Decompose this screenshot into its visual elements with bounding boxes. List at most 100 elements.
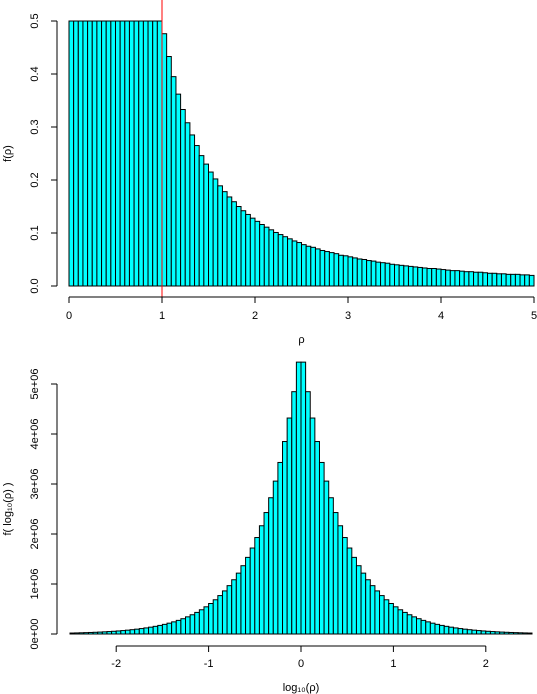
bar: [305, 245, 312, 287]
y-tick-label: 0.1: [29, 225, 41, 240]
bar: [277, 234, 284, 287]
bar: [406, 614, 413, 635]
bar: [514, 273, 521, 287]
bar: [217, 185, 223, 287]
bar: [231, 579, 237, 635]
bar: [111, 630, 117, 635]
bar: [96, 20, 103, 287]
bar: [508, 631, 515, 635]
bar: [426, 268, 433, 287]
bar: [129, 629, 136, 635]
bar: [231, 201, 237, 287]
bar: [314, 248, 321, 287]
bar: [398, 264, 405, 287]
y-axis-label: f( log₁₀(ρ) ): [2, 482, 14, 535]
bar: [212, 599, 219, 635]
bar: [286, 417, 293, 635]
bar: [189, 614, 196, 635]
y-axis-label: f(ρ): [2, 145, 14, 162]
bar: [194, 145, 200, 287]
bar: [468, 271, 475, 287]
bar: [370, 260, 377, 287]
bar: [416, 618, 422, 635]
bar: [152, 20, 158, 287]
bar: [394, 264, 400, 287]
bar: [175, 93, 182, 287]
x-tick-label: 0: [66, 310, 72, 322]
bar: [208, 171, 214, 287]
bar: [489, 631, 496, 635]
bar: [91, 20, 98, 287]
bar: [491, 272, 498, 287]
bar: [411, 616, 418, 635]
bar: [300, 361, 307, 635]
bar: [152, 625, 159, 635]
bar: [310, 246, 316, 287]
y-tick-label: 0.3: [29, 119, 41, 134]
bar: [221, 191, 228, 287]
bar: [235, 206, 242, 287]
bar: [403, 265, 409, 287]
bar: [524, 274, 530, 287]
bar: [346, 547, 353, 635]
bar: [439, 624, 445, 635]
bar: [337, 525, 344, 635]
bar: [69, 632, 76, 635]
bar: [101, 631, 108, 635]
bar: [184, 122, 191, 287]
bar: [482, 272, 489, 287]
bar: [101, 20, 107, 287]
bar: [148, 626, 154, 635]
bar: [528, 274, 535, 287]
bar: [287, 238, 293, 287]
bar: [463, 271, 470, 287]
bar: [77, 20, 84, 287]
bar: [180, 618, 187, 635]
bar: [170, 76, 177, 287]
bar: [429, 622, 436, 635]
bar: [459, 270, 465, 287]
bar: [198, 155, 205, 287]
bar: [245, 213, 251, 287]
bar: [254, 537, 260, 635]
bar: [417, 266, 423, 287]
x-tick-label: 0: [298, 658, 304, 670]
bar: [389, 263, 396, 287]
bar: [175, 619, 182, 635]
bar: [282, 236, 289, 287]
bar: [369, 585, 376, 635]
bar: [445, 269, 451, 287]
bar: [74, 632, 80, 635]
bar: [147, 20, 154, 287]
bar: [301, 244, 307, 287]
y-tick-label: 0e+00: [29, 619, 41, 650]
bar: [309, 417, 316, 635]
bar: [291, 391, 297, 635]
x-axis-label: log₁₀(ρ): [283, 682, 320, 694]
bar: [375, 261, 382, 287]
bar: [519, 274, 526, 287]
bar: [402, 611, 408, 635]
bar: [92, 631, 99, 635]
y-tick-label: 3e+06: [29, 469, 41, 500]
bar: [361, 259, 368, 287]
bar: [503, 631, 510, 635]
bar: [249, 547, 256, 635]
bar: [291, 240, 298, 287]
bar: [268, 497, 274, 635]
bar: [87, 20, 93, 287]
bar: [449, 270, 456, 287]
bar: [208, 602, 214, 635]
bar: [282, 441, 288, 635]
bar: [314, 441, 320, 635]
bar: [240, 565, 247, 635]
bar: [352, 257, 358, 287]
bar: [119, 20, 126, 287]
x-tick-label: 5: [531, 310, 537, 322]
bar: [425, 621, 431, 635]
bar: [457, 628, 464, 635]
bar: [124, 20, 130, 287]
bar: [443, 625, 450, 635]
bar: [138, 20, 144, 287]
